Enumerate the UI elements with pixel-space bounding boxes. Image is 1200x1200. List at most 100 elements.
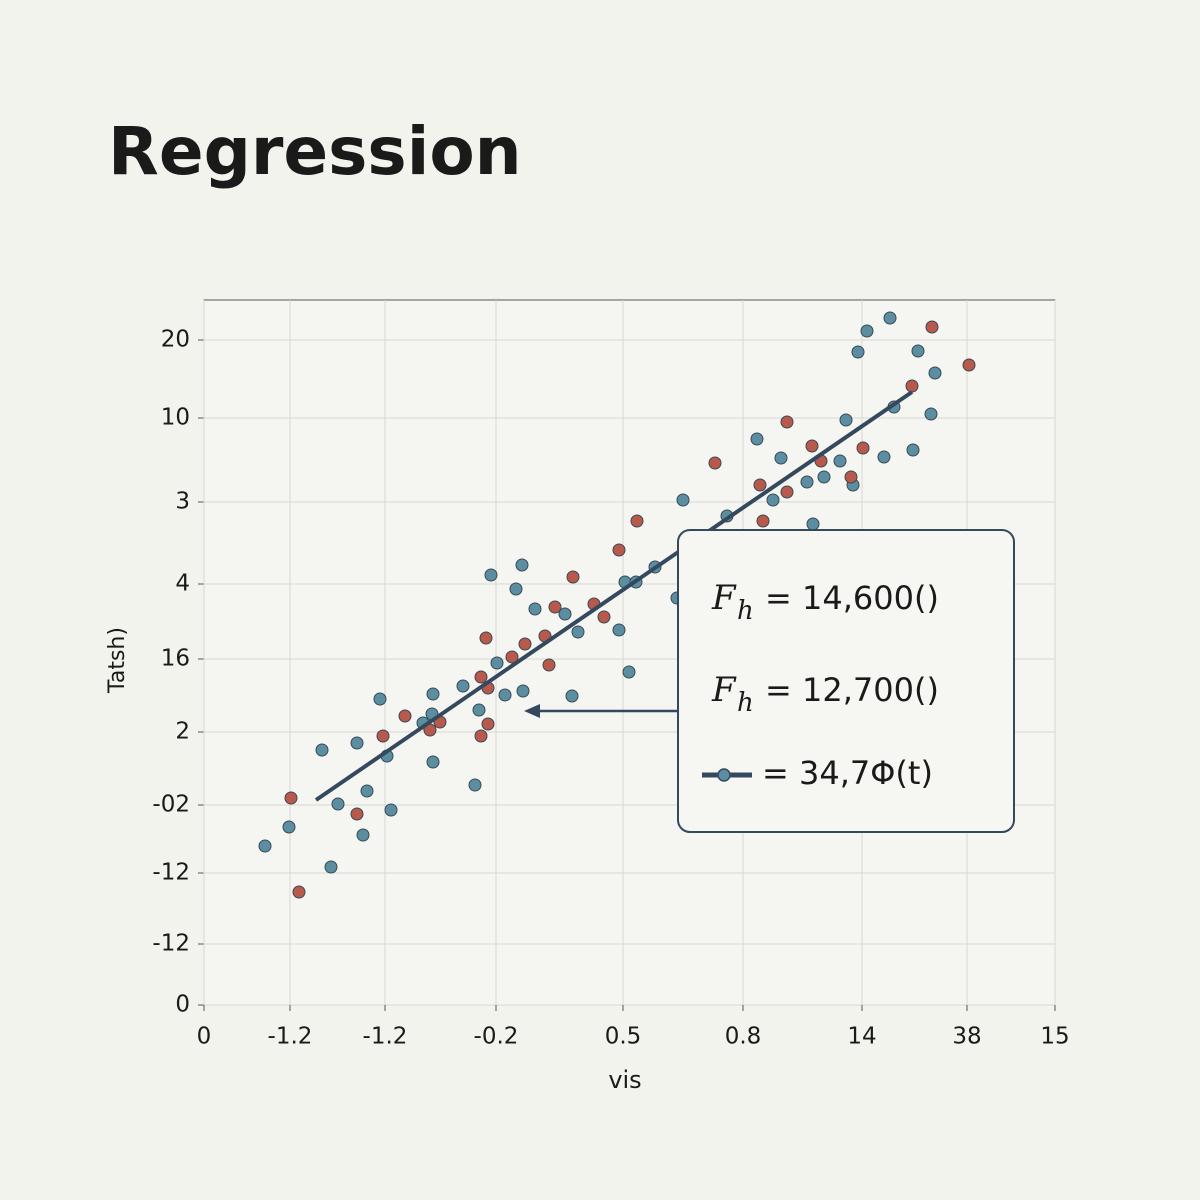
point <box>622 665 636 679</box>
point <box>925 320 939 334</box>
point <box>597 610 611 624</box>
x-tick-label: 0.8 <box>725 1024 762 1050</box>
point <box>883 311 897 325</box>
point <box>315 743 329 757</box>
point <box>258 839 272 853</box>
point <box>962 358 976 372</box>
point <box>906 443 920 457</box>
y-tick-label: 16 <box>161 646 190 672</box>
x-tick-label: -1.2 <box>268 1024 313 1050</box>
point <box>844 470 858 484</box>
point <box>766 493 780 507</box>
point <box>571 625 585 639</box>
chart-title: Regression <box>108 113 522 190</box>
y-tick-label: 3 <box>175 489 190 515</box>
point <box>558 607 572 621</box>
point <box>911 344 925 358</box>
annotation-subscript: h <box>737 688 754 718</box>
x-axis-label: vis <box>608 1066 641 1094</box>
point <box>398 709 412 723</box>
annotation-text: = 14,600() <box>765 579 939 617</box>
point <box>456 679 470 693</box>
point <box>780 485 794 499</box>
point <box>565 689 579 703</box>
point <box>612 623 626 637</box>
point <box>373 692 387 706</box>
point <box>924 407 938 421</box>
point <box>509 582 523 596</box>
point <box>282 820 296 834</box>
y-tick-label: 20 <box>161 327 190 353</box>
y-tick-label: 4 <box>175 571 190 597</box>
point <box>817 470 831 484</box>
point <box>756 514 770 528</box>
point <box>426 687 440 701</box>
point <box>384 803 398 817</box>
y-tick-label: -12 <box>152 860 190 886</box>
point <box>490 656 504 670</box>
point <box>292 885 306 899</box>
point <box>331 797 345 811</box>
point <box>481 717 495 731</box>
point <box>505 650 519 664</box>
x-tick-label: -1.2 <box>363 1024 408 1050</box>
point <box>350 736 364 750</box>
point <box>805 439 819 453</box>
point <box>612 543 626 557</box>
annotation-text: = 34,7Φ(t) <box>762 754 933 792</box>
point <box>566 570 580 584</box>
point <box>350 807 364 821</box>
annotation-text: = 12,700() <box>765 671 939 709</box>
annotation-symbol: F <box>711 578 737 618</box>
x-tick-label: 14 <box>847 1024 876 1050</box>
y-axis-label: Tatsh) <box>105 627 130 694</box>
point <box>905 379 919 393</box>
point <box>516 684 530 698</box>
legend-dot <box>717 768 731 782</box>
point <box>800 475 814 489</box>
point <box>676 493 690 507</box>
point <box>851 345 865 359</box>
y-tick-label: 2 <box>175 719 190 745</box>
annotation-symbol: F <box>711 670 737 710</box>
point <box>472 703 486 717</box>
point <box>542 658 556 672</box>
point <box>753 478 767 492</box>
annotation-panel <box>677 529 1015 833</box>
annotation-subscript: h <box>737 596 754 626</box>
point <box>750 432 764 446</box>
point <box>528 602 542 616</box>
point <box>484 568 498 582</box>
point <box>806 517 820 531</box>
point <box>548 600 562 614</box>
y-tick-label: -02 <box>152 792 190 818</box>
point <box>468 778 482 792</box>
point <box>860 324 874 338</box>
x-tick-label: 38 <box>952 1024 981 1050</box>
y-tick-label: -12 <box>152 931 190 957</box>
point <box>356 828 370 842</box>
point <box>426 755 440 769</box>
arrow-head <box>524 704 540 718</box>
fit-line <box>314 390 914 802</box>
point <box>833 454 847 468</box>
x-tick-label: 0.5 <box>605 1024 642 1050</box>
point <box>708 456 722 470</box>
y-tick-label: 10 <box>161 405 190 431</box>
point <box>630 514 644 528</box>
point <box>479 631 493 645</box>
point <box>324 860 338 874</box>
point <box>780 415 794 429</box>
point <box>474 670 488 684</box>
point <box>515 558 529 572</box>
point <box>856 441 870 455</box>
point <box>474 729 488 743</box>
point <box>518 637 532 651</box>
x-tick-label: -0.2 <box>474 1024 519 1050</box>
point <box>774 451 788 465</box>
point <box>928 366 942 380</box>
point <box>498 688 512 702</box>
point <box>360 784 374 798</box>
point <box>839 413 853 427</box>
